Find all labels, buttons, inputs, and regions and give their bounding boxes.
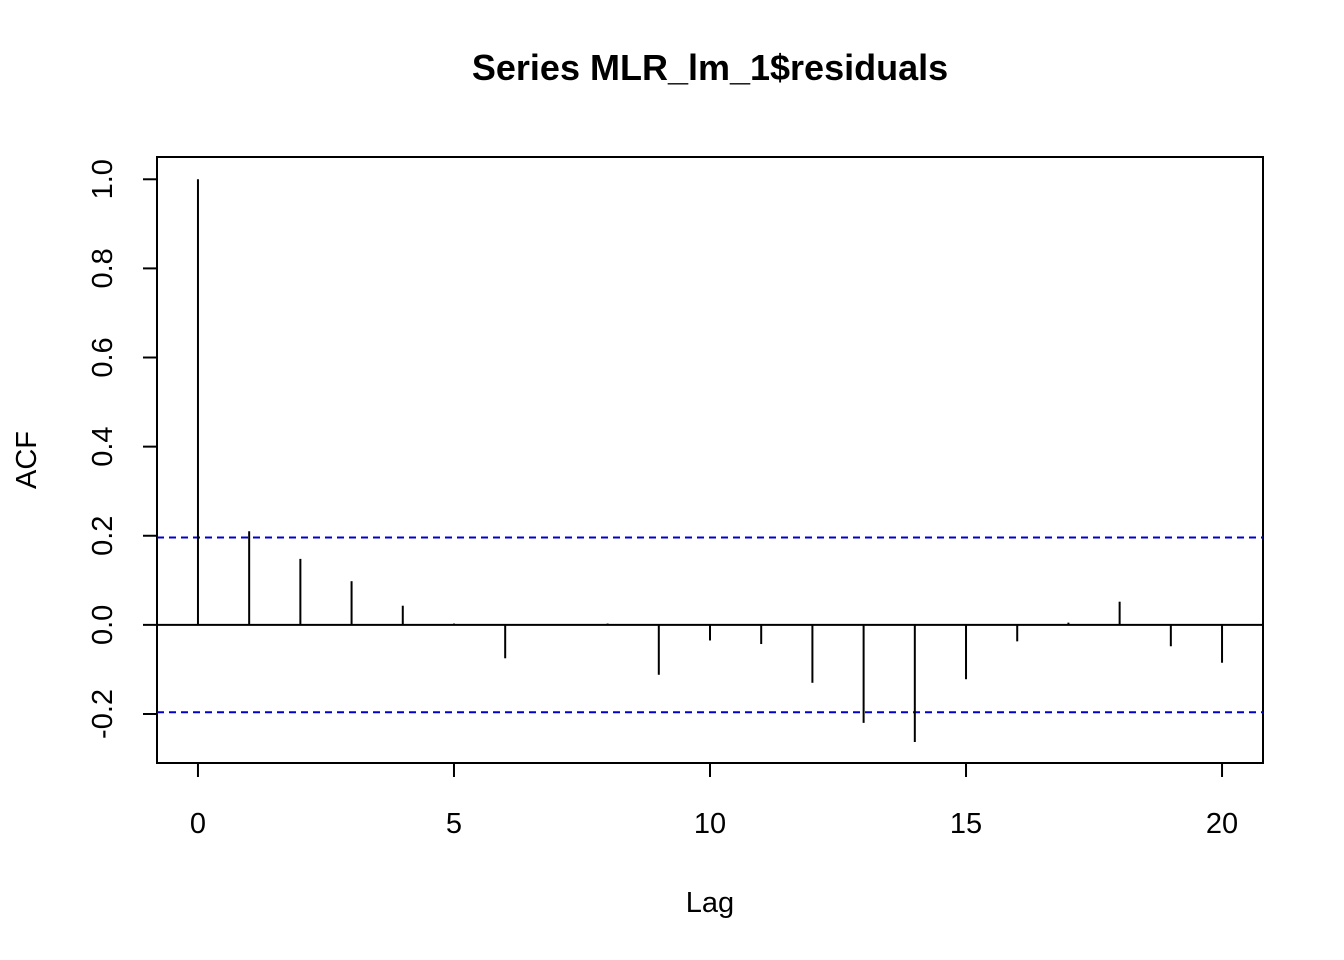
x-tick-label: 5 [446,808,462,840]
x-tick-label: 15 [950,808,982,840]
y-tick-label: 0.2 [87,516,119,556]
x-axis-label: Lag [686,887,734,919]
y-axis-label: ACF [11,431,43,489]
x-tick-label: 10 [694,808,726,840]
y-tick-label: 0.0 [87,605,119,645]
y-tick-label: 0.8 [87,248,119,288]
y-tick-label: 1.0 [87,159,119,199]
x-tick-label: 20 [1206,808,1238,840]
y-axis: -0.2 0.0 0.2 0.4 0.6 0.8 1.0 [87,159,158,739]
x-tick-label: 0 [190,808,206,840]
y-tick-label: 0.6 [87,337,119,377]
y-tick-label: 0.4 [87,426,119,466]
x-axis: 0 5 10 15 20 [190,762,1238,840]
plot-frame [156,156,1264,764]
y-tick-label: -0.2 [87,689,119,739]
plot-marks [157,179,1263,743]
chart-title: Series MLR_lm_1$residuals [472,47,948,88]
